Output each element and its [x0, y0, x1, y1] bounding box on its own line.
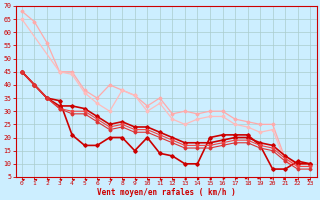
X-axis label: Vent moyen/en rafales ( km/h ): Vent moyen/en rafales ( km/h ) — [97, 188, 236, 197]
